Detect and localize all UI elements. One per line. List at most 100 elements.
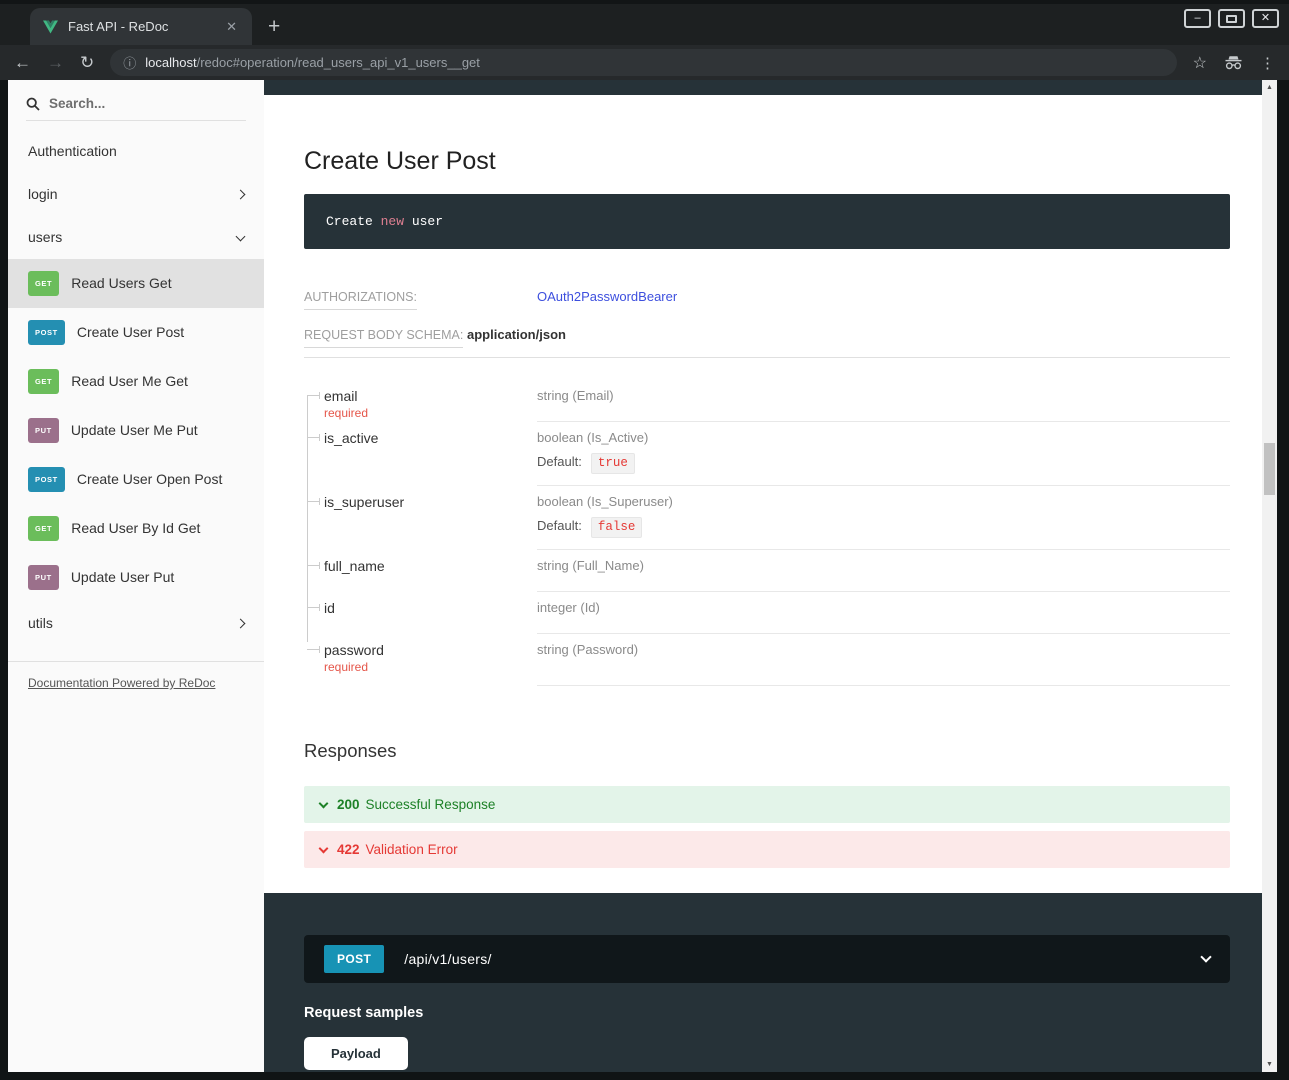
required-flag: required: [324, 660, 369, 674]
field-type: string (Full_Name): [537, 558, 644, 573]
page: Authentication login users GET Read User…: [8, 80, 1277, 1072]
sidebar-item-label: Read User By Id Get: [71, 520, 201, 536]
search-box[interactable]: [26, 90, 246, 121]
default-value: true: [590, 453, 635, 474]
address-bar[interactable]: ⓘ localhost/redoc#operation/read_users_a…: [110, 49, 1177, 76]
field-name: email: [324, 388, 358, 404]
sidebar-item-label: Update User Me Put: [70, 422, 198, 438]
http-method-chip: POST: [324, 945, 385, 973]
browser-menu-icon[interactable]: ⋮: [1260, 54, 1275, 72]
schema-top-divider: [304, 357, 1230, 358]
get-method-badge: GET: [28, 271, 60, 296]
content-type-value: application/json: [467, 327, 566, 342]
field-name: is_active: [324, 430, 379, 446]
redoc-footer-link[interactable]: Documentation Powered by ReDoc: [28, 676, 216, 690]
put-method-badge: PUT: [28, 565, 59, 590]
tab-close-icon[interactable]: ✕: [226, 18, 237, 34]
browser-toolbar: ← → ↻ ⓘ localhost/redoc#operation/read_u…: [0, 45, 1289, 80]
sidebar-item-update-user-put[interactable]: PUT Update User Put: [8, 553, 264, 602]
required-flag: required: [324, 406, 369, 420]
sidebar-divider: [8, 661, 264, 662]
sidebar-item-read-user-by-id-get[interactable]: GET Read User By Id Get: [8, 504, 264, 553]
field-default: Default: true: [537, 453, 1230, 474]
code-keyword: new: [380, 214, 405, 229]
reload-icon[interactable]: ↻: [80, 53, 95, 72]
field-name: id: [324, 600, 335, 616]
field-type: boolean (Is_Superuser): [537, 494, 673, 509]
scroll-down-icon[interactable]: ▼: [1266, 1061, 1273, 1068]
response-label: Successful Response: [365, 797, 496, 812]
authorizations-row: AUTHORIZATIONS: OAuth2PasswordBearer: [304, 289, 1230, 310]
sidebar-item-authentication[interactable]: Authentication: [8, 130, 264, 173]
sidebar-item-label: utils: [28, 615, 53, 631]
field-name: password: [324, 642, 384, 658]
sidebar-item-create-user-post[interactable]: POST Create User Post: [8, 308, 264, 357]
url-host: localhost: [145, 55, 197, 70]
back-icon[interactable]: ←: [14, 53, 31, 72]
sidebar-item-update-user-me-put[interactable]: PUT Update User Me Put: [8, 406, 264, 455]
response-label: Validation Error: [365, 842, 458, 857]
code-text: user: [404, 214, 444, 229]
window-controls: – ✕: [1184, 9, 1279, 28]
schema-field-is-active: is_active boolean (Is_Active) Default: tr…: [307, 422, 1230, 486]
toolbar-right-icons: ☆ ⋮: [1193, 53, 1275, 73]
sidebar-item-users[interactable]: users: [8, 216, 264, 259]
sidebar-item-label: users: [28, 229, 63, 245]
minimize-button[interactable]: –: [1184, 9, 1211, 28]
operation-content: Create User Post Create new user AUTHORI…: [264, 95, 1262, 893]
scroll-up-icon[interactable]: ▲: [1266, 84, 1273, 91]
schema-field-id: id integer (Id): [307, 592, 1230, 634]
response-422-row[interactable]: 422 Validation Error: [304, 831, 1230, 868]
post-method-badge: POST: [28, 320, 65, 345]
response-200-row[interactable]: 200 Successful Response: [304, 786, 1230, 823]
put-method-badge: PUT: [28, 418, 59, 443]
forward-icon[interactable]: →: [47, 53, 64, 72]
chevron-down-icon: [235, 231, 246, 241]
sidebar-item-create-user-open-post[interactable]: POST Create User Open Post: [8, 455, 264, 504]
url-text: localhost/redoc#operation/read_users_api…: [145, 55, 480, 70]
sidebar-item-label: Update User Put: [70, 569, 175, 585]
scrollbar-thumb[interactable]: [1264, 443, 1275, 495]
description-code-block: Create new user: [304, 194, 1230, 249]
schema-field-full-name: full_name string (Full_Name): [307, 550, 1230, 592]
tab-title: Fast API - ReDoc: [68, 19, 169, 34]
field-type: string (Password): [537, 642, 639, 657]
oauth2-link[interactable]: OAuth2PasswordBearer: [537, 289, 678, 304]
previous-section-dark-strip: [264, 80, 1262, 95]
site-info-icon[interactable]: ⓘ: [123, 56, 137, 71]
close-window-button[interactable]: ✕: [1252, 9, 1279, 28]
chevron-down-icon: [318, 798, 329, 808]
endpoint-path: /api/v1/users/: [404, 951, 492, 967]
sidebar-item-read-users-get[interactable]: GET Read Users Get: [8, 259, 264, 308]
sidebar-item-login[interactable]: login: [8, 173, 264, 216]
url-path: /redoc#operation/read_users_api_v1_users…: [196, 55, 480, 70]
page-title: Create User Post: [304, 147, 496, 175]
sidebar-menu: Authentication login users GET Read User…: [8, 130, 264, 645]
search-input[interactable]: [49, 96, 219, 111]
schema-tree-rail: [307, 395, 308, 642]
maximize-button[interactable]: [1218, 9, 1245, 28]
sidebar-item-utils[interactable]: utils: [8, 602, 264, 645]
bookmark-star-icon[interactable]: ☆: [1192, 54, 1207, 72]
sidebar-item-label: Create User Open Post: [76, 471, 223, 487]
field-name: is_superuser: [324, 494, 405, 510]
field-type: string (Email): [537, 388, 614, 403]
response-code: 422: [337, 842, 360, 857]
endpoint-bar[interactable]: POST /api/v1/users/: [304, 935, 1230, 983]
schema-field-email: email required string (Email): [307, 380, 1230, 422]
chevron-right-icon: [235, 618, 246, 629]
request-body-schema-label: REQUEST BODY SCHEMA:: [304, 328, 467, 348]
request-body-schema-row: REQUEST BODY SCHEMA: application/json: [304, 327, 1230, 348]
sidebar-item-label: Read Users Get: [71, 275, 172, 291]
sidebar-item-read-user-me-get[interactable]: GET Read User Me Get: [8, 357, 264, 406]
page-scrollbar[interactable]: ▲ ▼: [1262, 80, 1277, 1072]
field-type: integer (Id): [537, 600, 600, 615]
browser-tab[interactable]: Fast API - ReDoc ✕: [30, 8, 252, 45]
new-tab-button[interactable]: +: [268, 15, 281, 38]
chevron-down-icon: [318, 843, 329, 853]
sidebar-item-label: login: [28, 186, 58, 202]
search-icon: [26, 97, 40, 111]
sidebar-item-label: Authentication: [28, 143, 117, 159]
payload-tab[interactable]: Payload: [304, 1037, 408, 1070]
responses-heading: Responses: [304, 740, 397, 761]
